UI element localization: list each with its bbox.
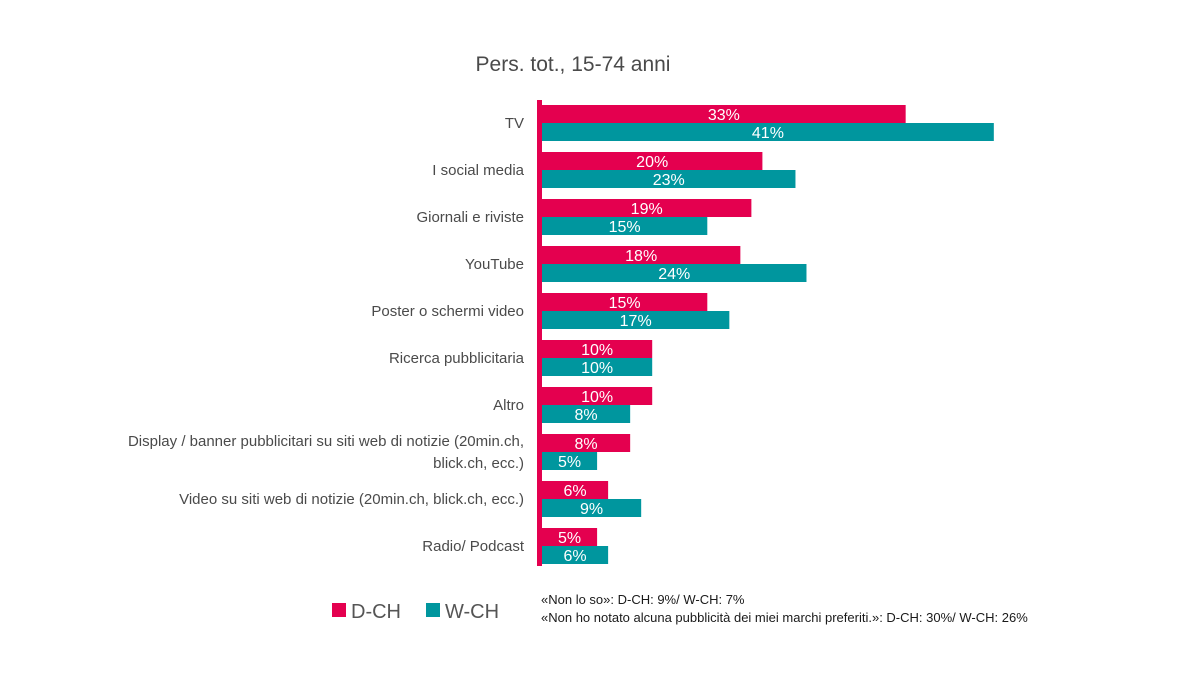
data-label-w-ch-giornali-e-riviste: 15% <box>609 219 641 236</box>
category-label-radio-podcast: Radio/ Podcast <box>422 538 525 555</box>
bar-w-ch-youtube <box>542 264 807 282</box>
bar-d-ch-video-su-siti-web-di-notizie-20min-ch-blick-ch-ecc <box>542 481 609 499</box>
category-label-giornali-e-riviste: Giornali e riviste <box>416 209 524 226</box>
data-label-w-ch-video-su-siti-web-di-notizie-20min-ch-blick-ch-ecc: 9% <box>580 501 603 518</box>
data-label-d-ch-altro: 10% <box>581 389 613 406</box>
legend-label-d-ch: D-CH <box>351 601 401 623</box>
bar-w-ch-radio-podcast <box>542 546 609 564</box>
data-label-d-ch-i-social-media: 20% <box>636 154 668 171</box>
data-label-w-ch-i-social-media: 23% <box>653 172 685 189</box>
category-label-i-social-media: I social media <box>432 162 524 179</box>
category-label-display-banner-pubblicitari-su-siti-web-di-notizie-20min-ch-blick-ch-ecc-line-1: Display / banner pubblicitari su siti we… <box>128 433 524 450</box>
bar-w-ch-i-social-media <box>542 170 796 188</box>
data-label-d-ch-poster-o-schermi-video: 15% <box>609 295 641 312</box>
data-label-w-ch-youtube: 24% <box>658 266 690 283</box>
bar-d-ch-altro <box>542 387 653 405</box>
category-label-youtube: YouTube <box>465 256 524 273</box>
footnote-no-ads-noticed: «Non ho notato alcuna pubblicità dei mie… <box>541 610 1028 625</box>
data-label-d-ch-radio-podcast: 5% <box>558 530 581 547</box>
chart-title: Pers. tot., 15-74 anni <box>476 53 671 76</box>
footnote-dont-know: «Non lo so»: D-CH: 9%/ W-CH: 7% <box>541 592 745 607</box>
legend: D-CH W-CH <box>332 601 499 623</box>
bar-w-ch-poster-o-schermi-video <box>542 311 730 329</box>
legend-swatch-w-ch <box>426 603 440 617</box>
category-label-display-banner-pubblicitari-su-siti-web-di-notizie-20min-ch-blick-ch-ecc-line-2: blick.ch, ecc.) <box>433 455 524 472</box>
legend-label-w-ch: W-CH <box>445 601 499 623</box>
category-label-video-su-siti-web-di-notizie-20min-ch-blick-ch-ecc: Video su siti web di notizie (20min.ch, … <box>179 491 524 508</box>
bar-d-ch-tv <box>542 105 906 123</box>
bar-w-ch-video-su-siti-web-di-notizie-20min-ch-blick-ch-ecc <box>542 499 642 517</box>
bar-w-ch-altro <box>542 405 631 423</box>
category-label-tv: TV <box>505 115 524 132</box>
bar-w-ch-ricerca-pubblicitaria <box>542 358 653 376</box>
data-label-d-ch-giornali-e-riviste: 19% <box>631 201 663 218</box>
bar-d-ch-display-banner-pubblicitari-su-siti-web-di-notizie-20min-ch-blick-ch-ecc <box>542 434 631 452</box>
category-label-altro: Altro <box>493 397 524 414</box>
bar-d-ch-i-social-media <box>542 152 763 170</box>
bars-layer: 33%41%20%23%19%15%18%24%15%17%10%10%10%8… <box>542 105 994 565</box>
bar-d-ch-giornali-e-riviste <box>542 199 752 217</box>
data-label-w-ch-altro: 8% <box>575 407 598 424</box>
bar-d-ch-youtube <box>542 246 741 264</box>
data-label-w-ch-display-banner-pubblicitari-su-siti-web-di-notizie-20min-ch-blick-ch-ecc: 5% <box>558 454 581 471</box>
data-label-d-ch-tv: 33% <box>708 107 740 124</box>
data-label-w-ch-radio-podcast: 6% <box>563 548 586 565</box>
data-label-d-ch-display-banner-pubblicitari-su-siti-web-di-notizie-20min-ch-blick-ch-ecc: 8% <box>575 436 598 453</box>
data-label-d-ch-video-su-siti-web-di-notizie-20min-ch-blick-ch-ecc: 6% <box>563 483 586 500</box>
data-label-w-ch-ricerca-pubblicitaria: 10% <box>581 360 613 377</box>
bar-w-ch-tv <box>542 123 994 141</box>
data-label-d-ch-youtube: 18% <box>625 248 657 265</box>
bar-w-ch-giornali-e-riviste <box>542 217 708 235</box>
bar-d-ch-radio-podcast <box>542 528 598 546</box>
category-labels: TV I social media Giornali e riviste YouTub… <box>128 115 525 555</box>
bar-d-ch-poster-o-schermi-video <box>542 293 708 311</box>
data-label-d-ch-ricerca-pubblicitaria: 10% <box>581 342 613 359</box>
footnotes: «Non lo so»: D-CH: 9%/ W-CH: 7% «Non ho … <box>541 592 1028 625</box>
category-label-poster-o-schermi-video: Poster o schermi video <box>371 303 524 320</box>
data-label-w-ch-tv: 41% <box>752 125 784 142</box>
category-label-ricerca-pubblicitaria: Ricerca pubblicitaria <box>389 350 525 367</box>
legend-swatch-d-ch <box>332 603 346 617</box>
data-label-w-ch-poster-o-schermi-video: 17% <box>620 313 652 330</box>
bar-d-ch-ricerca-pubblicitaria <box>542 340 653 358</box>
bar-w-ch-display-banner-pubblicitari-su-siti-web-di-notizie-20min-ch-blick-ch-ecc <box>542 452 598 470</box>
